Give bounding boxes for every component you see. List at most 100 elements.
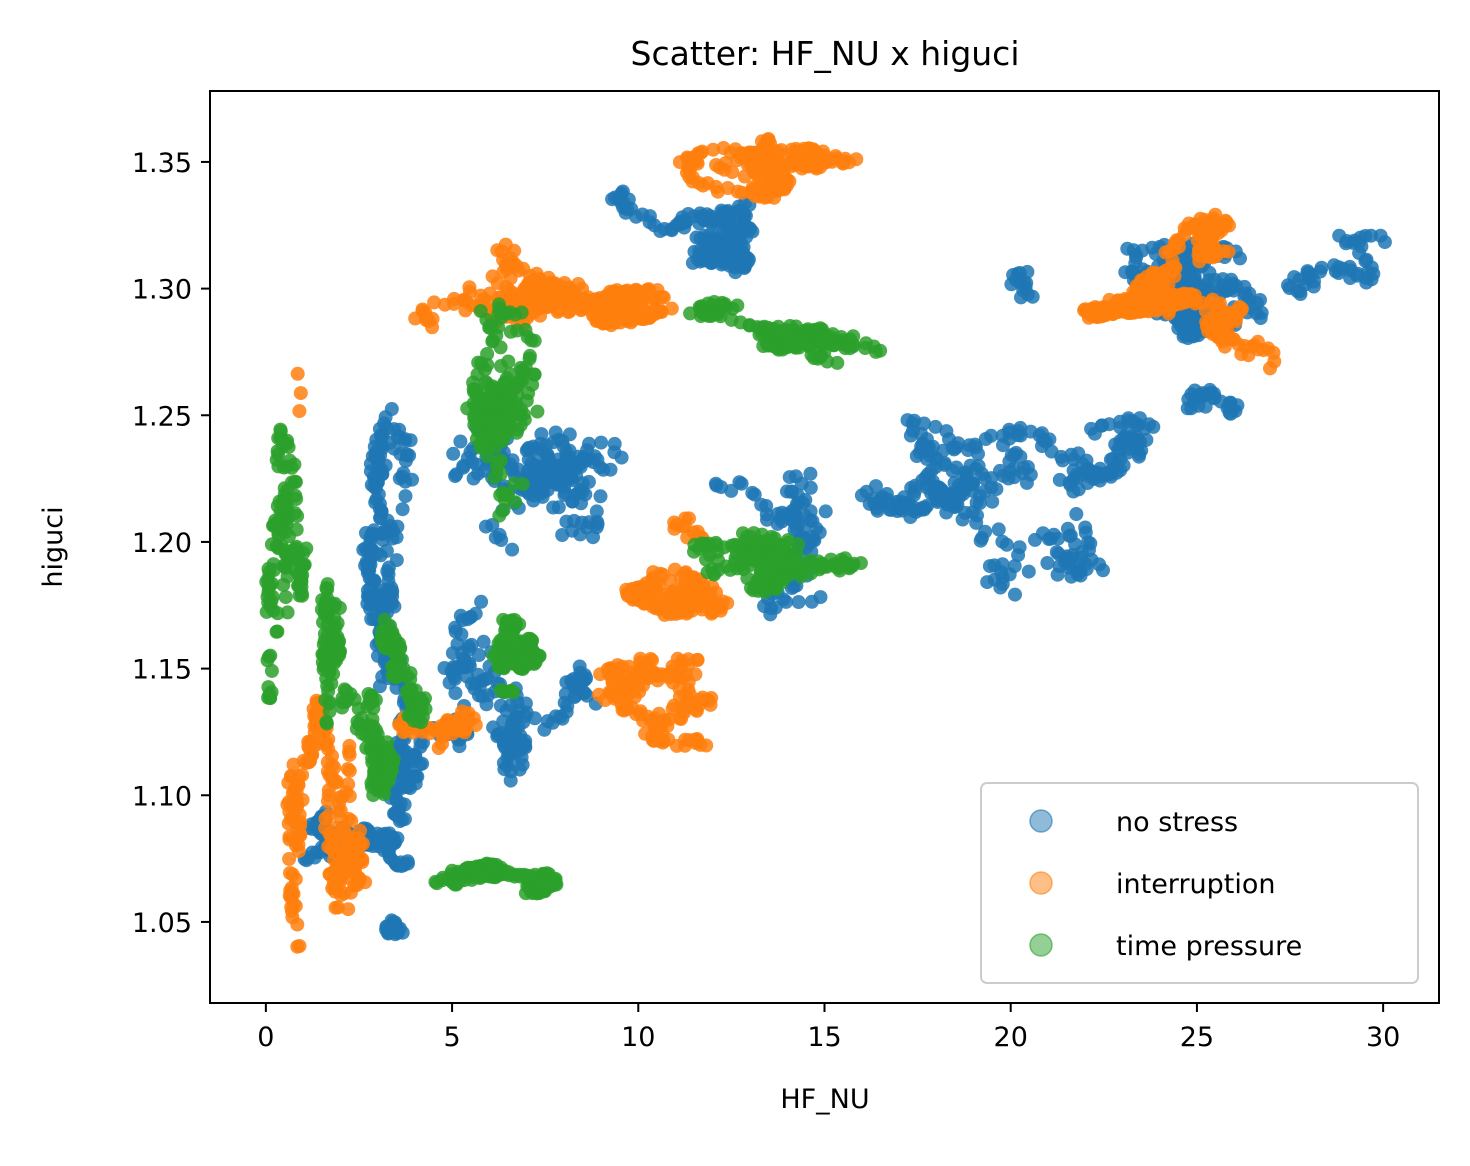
points-layer: [259, 132, 1392, 954]
scatter-point: [529, 481, 544, 496]
scatter-point: [760, 133, 775, 148]
scatter-point: [699, 738, 714, 753]
scatter-point: [434, 722, 449, 737]
scatter-point: [984, 428, 999, 443]
scatter-point: [682, 511, 696, 526]
scatter-point: [395, 502, 410, 517]
scatter-point: [316, 662, 331, 677]
scatter-point: [287, 552, 302, 567]
scatter-point: [339, 684, 354, 698]
scatter-point: [1336, 261, 1351, 276]
scatter-point: [327, 852, 342, 867]
scatter-point: [308, 712, 323, 726]
scatter-point: [949, 440, 964, 455]
scatter-point: [292, 404, 307, 419]
scatter-point: [1052, 472, 1067, 487]
scatter-point: [522, 351, 537, 366]
scatter-point: [803, 480, 818, 495]
scatter-point: [290, 939, 305, 954]
scatter-point: [489, 381, 504, 396]
scatter-point: [1146, 419, 1161, 434]
scatter-point: [360, 583, 375, 598]
scatter-point: [448, 671, 462, 686]
scatter-point: [985, 494, 1000, 509]
scatter-point: [747, 181, 762, 196]
scatter-point: [1224, 272, 1239, 287]
scatter-point: [667, 515, 682, 530]
scatter-point: [804, 594, 819, 609]
scatter-point: [920, 498, 934, 513]
scatter-point: [428, 874, 443, 889]
scatter-point: [1012, 540, 1027, 555]
scatter-point: [271, 459, 286, 474]
scatter-point: [261, 579, 276, 594]
scatter-point: [1082, 542, 1096, 557]
scatter-point: [260, 653, 275, 668]
scatter-point: [293, 386, 308, 401]
scatter-point: [1068, 537, 1083, 552]
scatter-point: [513, 407, 528, 422]
scatter-point: [1050, 567, 1065, 582]
scatter-point: [636, 588, 651, 603]
scatter-point: [1058, 555, 1072, 570]
scatter-point: [572, 677, 587, 691]
scatter-point: [505, 453, 520, 468]
scatter-point: [378, 765, 393, 780]
scatter-point: [594, 435, 609, 450]
scatter-point: [1287, 270, 1302, 285]
scatter-point: [341, 777, 356, 792]
scatter-point: [1237, 289, 1252, 304]
scatter-point: [372, 502, 387, 516]
scatter-point: [817, 155, 832, 170]
scatter-point: [488, 430, 502, 445]
scatter-point: [453, 608, 468, 623]
scatter-point: [273, 422, 288, 437]
scatter-point: [476, 634, 491, 649]
scatter-point: [370, 475, 385, 490]
scatter-point: [378, 522, 393, 537]
scatter-point: [1253, 311, 1268, 326]
scatter-point: [515, 477, 530, 492]
scatter-point: [437, 297, 452, 312]
scatter-point: [289, 522, 304, 537]
scatter-point: [501, 354, 516, 369]
scatter-point: [760, 512, 774, 527]
chart-title: Scatter: HF_NU x higuci: [631, 34, 1020, 73]
scatter-point: [1350, 268, 1365, 283]
scatter-point: [320, 755, 335, 770]
scatter-point: [568, 688, 583, 703]
scatter-point: [1003, 464, 1017, 479]
scatter-point: [683, 306, 698, 321]
scatter-point: [360, 543, 375, 558]
scatter-point: [466, 471, 481, 486]
scatter-point: [499, 408, 514, 423]
scatter-point: [1013, 449, 1028, 464]
scatter-point: [1202, 265, 1217, 280]
scatter-point: [812, 525, 827, 540]
scatter-point: [361, 562, 376, 577]
scatter-point: [1096, 563, 1110, 578]
scatter-point: [555, 434, 570, 448]
scatter-point: [1313, 264, 1328, 279]
scatter-point: [593, 489, 608, 504]
scatter-point: [287, 562, 302, 577]
scatter-point: [830, 355, 845, 370]
scatter-point: [505, 542, 520, 557]
scatter-point: [590, 313, 604, 328]
scatter-point: [509, 293, 524, 308]
scatter-point: [272, 494, 287, 509]
scatter-point: [281, 775, 296, 790]
scatter-point: [380, 564, 395, 579]
scatter-point: [392, 802, 407, 817]
scatter-point: [288, 541, 303, 556]
scatter-point: [290, 366, 305, 381]
scatter-point: [737, 169, 752, 184]
scatter-point: [1263, 361, 1277, 376]
scatter-point: [807, 148, 822, 163]
scatter-point: [564, 471, 579, 486]
scatter-point: [379, 543, 394, 558]
scatter-point: [754, 564, 769, 578]
scatter-point: [818, 504, 833, 519]
scatter-point: [384, 402, 399, 416]
